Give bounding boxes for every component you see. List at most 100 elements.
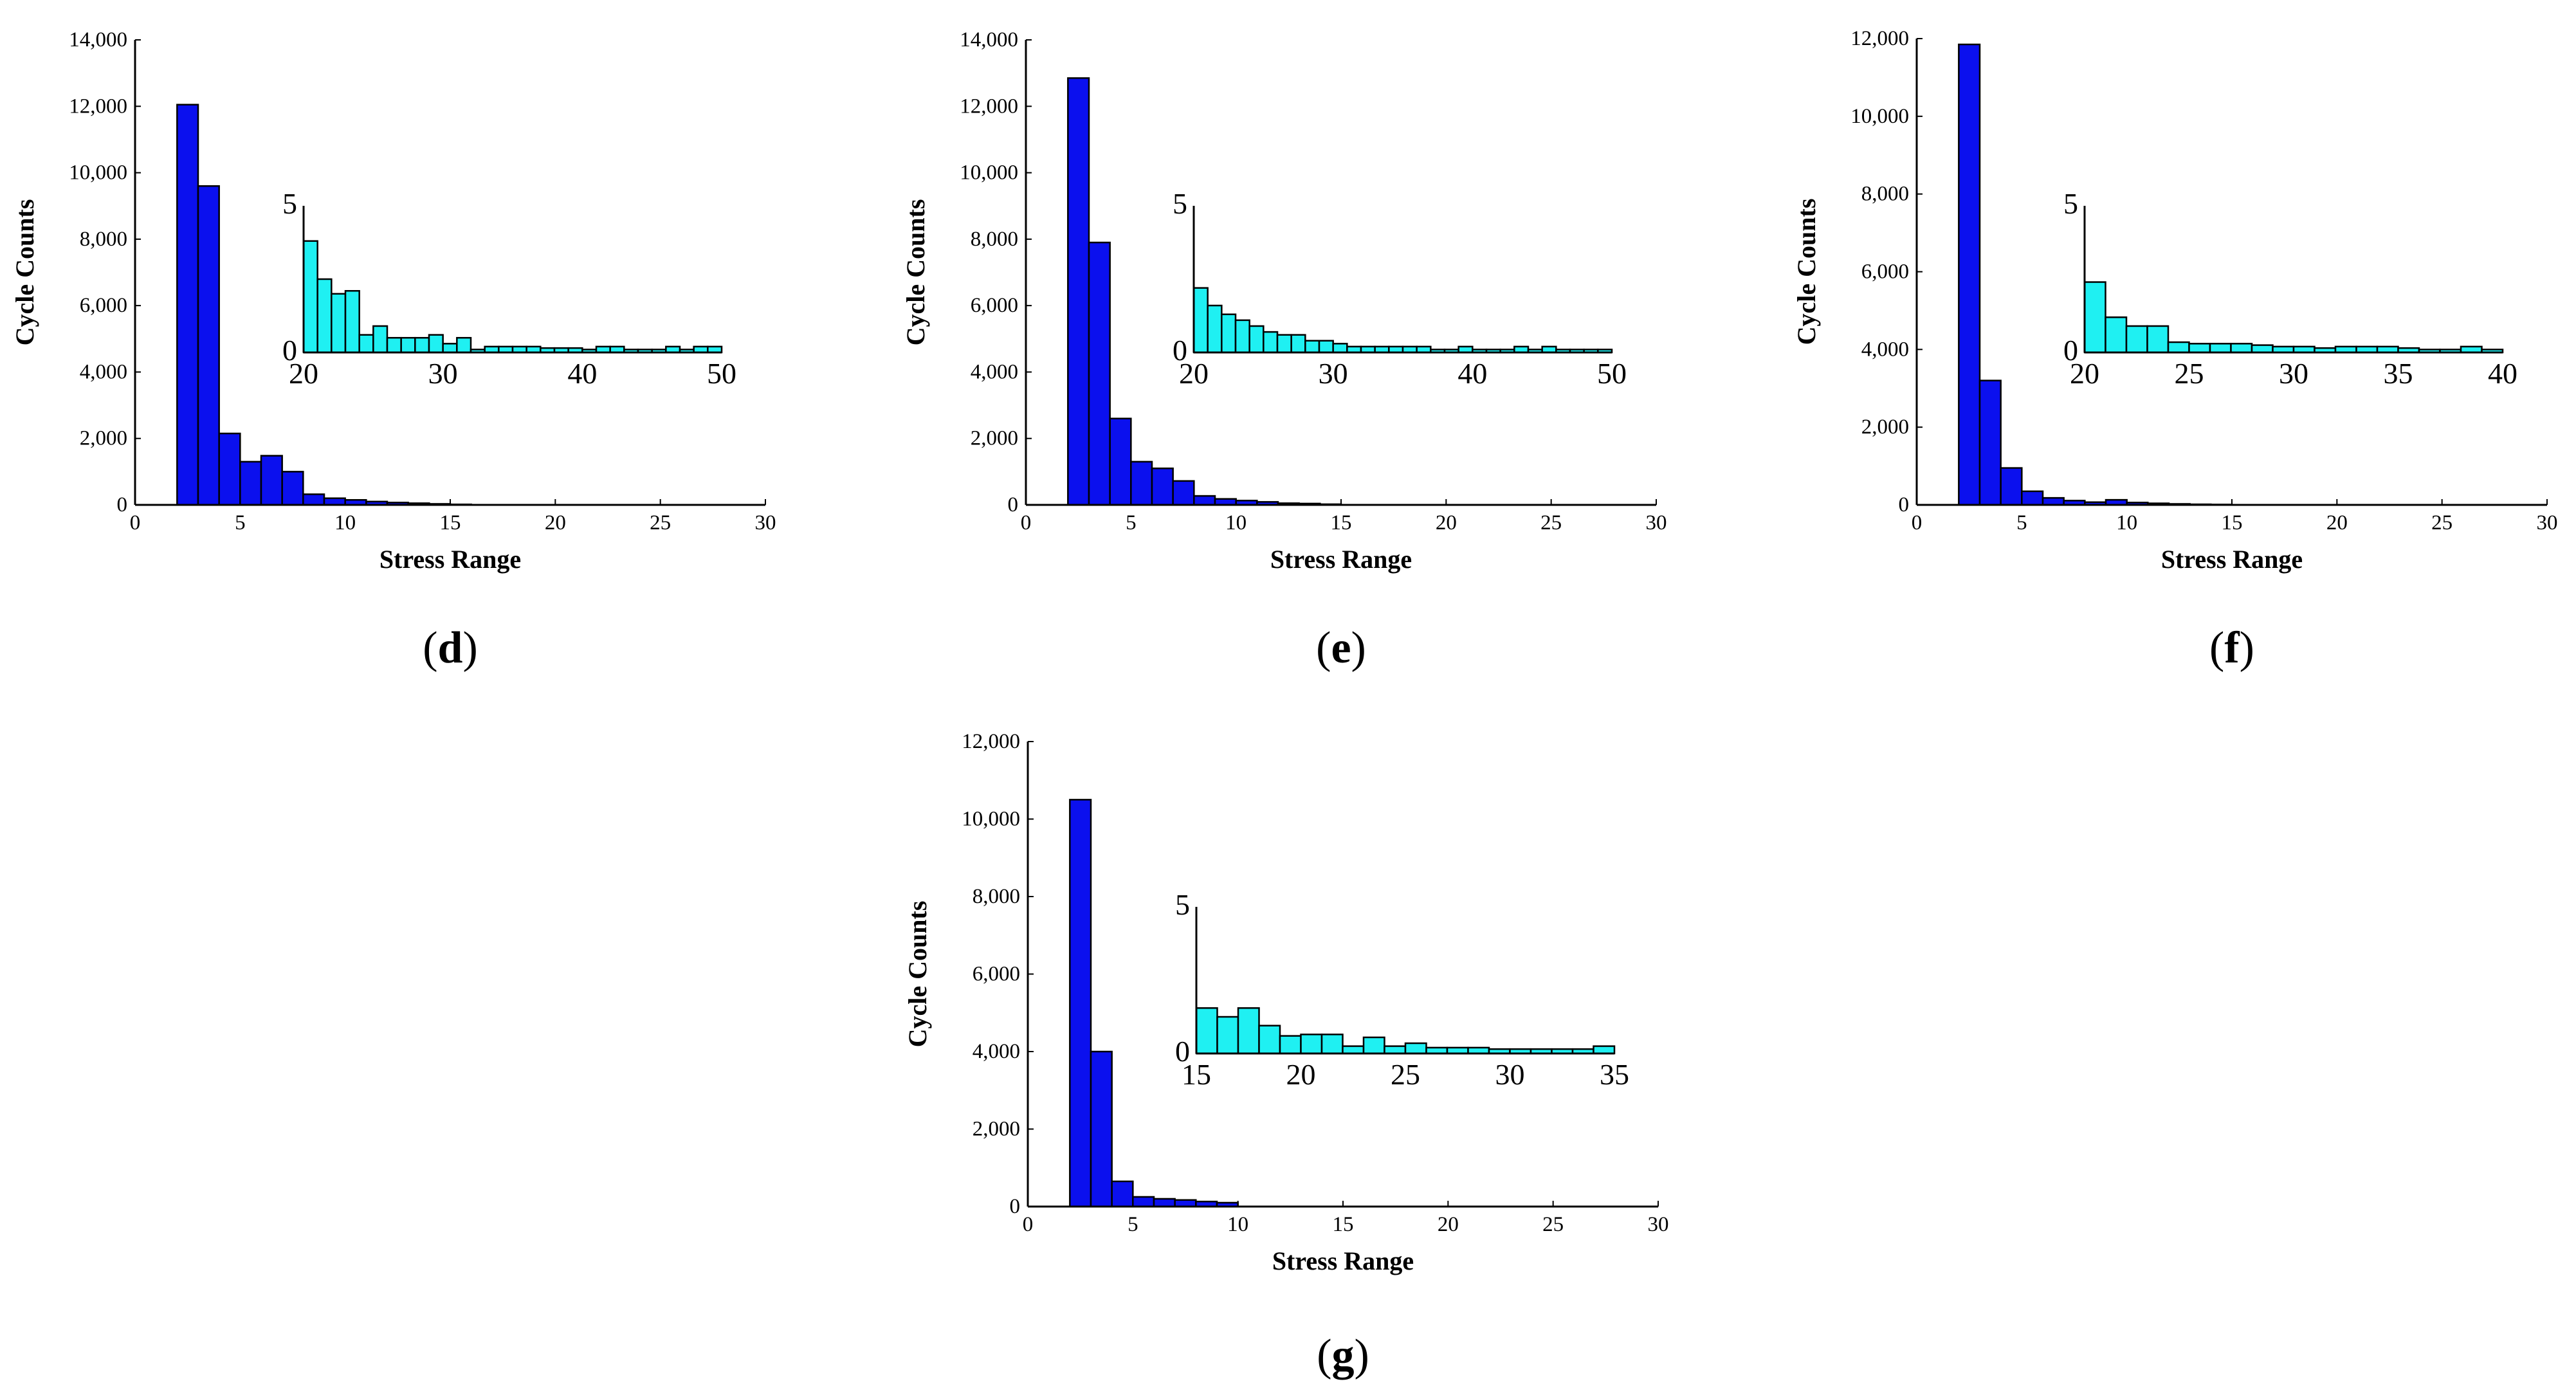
main-y-tick-label: 4,000 bbox=[80, 360, 127, 383]
panel-label-close: ) bbox=[462, 623, 477, 673]
inset-y-tick-label: 0 bbox=[282, 334, 297, 367]
inset-bar bbox=[1263, 331, 1279, 354]
main-y-tick-label: 14,000 bbox=[69, 28, 127, 51]
main-x-tick-label: 0 bbox=[130, 511, 141, 534]
main-bar bbox=[1090, 1050, 1113, 1208]
main-x-tick-label: 15 bbox=[1333, 1213, 1354, 1236]
inset-bar bbox=[414, 336, 430, 354]
main-y-tick-label: 4,000 bbox=[973, 1040, 1020, 1063]
inset-x-tick-label: 40 bbox=[1457, 357, 1487, 390]
main-x-tick-label: 5 bbox=[2016, 511, 2027, 534]
inset-bar bbox=[2146, 325, 2170, 354]
inset-y-tick-label: 5 bbox=[2063, 187, 2078, 220]
main-y-tick-label: 4,000 bbox=[971, 360, 1018, 383]
panel-label-open: ( bbox=[423, 623, 437, 673]
panel-label: (d) bbox=[423, 623, 478, 673]
main-y-tick-label: 4,000 bbox=[1861, 338, 1909, 361]
inset-bar bbox=[1248, 325, 1265, 354]
main-bar bbox=[2000, 467, 2023, 506]
inset-bar bbox=[1318, 340, 1334, 354]
inset-bar bbox=[1195, 1007, 1218, 1055]
main-x-tick-label: 20 bbox=[2326, 511, 2348, 534]
panel-label: (e) bbox=[1316, 623, 1366, 673]
main-bar bbox=[176, 104, 199, 506]
main-y-tick-label: 0 bbox=[1899, 493, 1910, 516]
inset-bar bbox=[456, 336, 472, 354]
main-y-tick-label: 8,000 bbox=[1861, 183, 1909, 206]
y-axis-title: Cycle Counts bbox=[1792, 199, 1821, 345]
main-y-tick-label: 6,000 bbox=[971, 294, 1018, 317]
main-x-tick-label: 30 bbox=[1648, 1213, 1669, 1236]
main-bar bbox=[1193, 495, 1216, 506]
main-x-tick-label: 10 bbox=[1225, 511, 1247, 534]
main-y-tick-label: 6,000 bbox=[1861, 260, 1909, 284]
main-bar bbox=[1958, 43, 1981, 506]
inset-bar bbox=[2209, 343, 2232, 354]
inset-bar bbox=[1300, 1034, 1323, 1055]
panel-f: 0 5 10 15 20 25 30 0 2,000 4,000 6,000 8,000 10,000 1… bbox=[1792, 27, 2558, 673]
panel-label-close: ) bbox=[1351, 623, 1366, 673]
main-x-tick-label: 0 bbox=[1023, 1213, 1034, 1236]
main-bar bbox=[281, 471, 304, 506]
main-bar bbox=[2021, 490, 2044, 506]
inset-bar bbox=[1342, 1045, 1365, 1055]
inset-bar bbox=[358, 334, 374, 354]
inset-bar bbox=[1221, 313, 1237, 354]
inset-bar bbox=[2167, 341, 2190, 354]
main-x-tick-label: 15 bbox=[1331, 511, 1352, 534]
main-y-tick-label: 12,000 bbox=[962, 730, 1020, 753]
panel-label-open: ( bbox=[1316, 623, 1331, 673]
panel-label-letter: g bbox=[1332, 1331, 1355, 1380]
inset-x-tick-label: 40 bbox=[2488, 357, 2517, 390]
inset-bar bbox=[1404, 1042, 1427, 1055]
main-y-tick-label: 8,000 bbox=[971, 228, 1018, 251]
inset-y-tick-label: 0 bbox=[2063, 334, 2078, 367]
inset-bar bbox=[2125, 325, 2148, 354]
main-x-tick-label: 10 bbox=[1227, 1213, 1248, 1236]
main-bar bbox=[239, 460, 262, 506]
inset-bar bbox=[2188, 343, 2211, 354]
y-axis-title: Cycle Counts bbox=[10, 199, 39, 346]
main-x-tick-label: 10 bbox=[334, 511, 356, 534]
main-y-tick-label: 6,000 bbox=[80, 294, 127, 317]
main-bar bbox=[1130, 460, 1153, 506]
panel-label-open: ( bbox=[1317, 1331, 1331, 1380]
main-y-tick-label: 2,000 bbox=[973, 1118, 1020, 1141]
y-axis-title: Cycle Counts bbox=[901, 199, 930, 346]
inset-x-tick-label: 30 bbox=[1319, 357, 1348, 390]
inset-bar bbox=[2105, 316, 2128, 354]
inset-x-tick-label: 50 bbox=[707, 357, 736, 390]
main-bar bbox=[1153, 1198, 1176, 1208]
main-y-tick-label: 0 bbox=[1008, 493, 1019, 516]
panel-d: 0 5 10 15 20 25 30 0 2,000 4,000 6,000 8,000 10,000 1… bbox=[10, 28, 776, 673]
main-x-tick-label: 0 bbox=[1021, 511, 1032, 534]
main-bar bbox=[1132, 1196, 1155, 1208]
inset-y-tick-label: 0 bbox=[1175, 1035, 1190, 1068]
main-bar bbox=[1069, 799, 1092, 1208]
main-bar bbox=[1067, 77, 1090, 506]
inset-x-tick-label: 30 bbox=[1495, 1058, 1525, 1091]
inset-bar bbox=[1384, 1045, 1407, 1055]
inset-bar bbox=[1258, 1025, 1281, 1055]
main-bar bbox=[197, 185, 220, 506]
inset-bar bbox=[1332, 343, 1348, 354]
main-y-tick-label: 0 bbox=[1010, 1195, 1021, 1218]
inset-bar bbox=[1192, 287, 1209, 354]
main-bar bbox=[1088, 241, 1111, 506]
main-y-tick-label: 8,000 bbox=[80, 228, 127, 251]
main-x-tick-label: 0 bbox=[1912, 511, 1923, 534]
inset-x-tick-label: 20 bbox=[1179, 357, 1209, 390]
panel-label: (g) bbox=[1317, 1331, 1369, 1380]
main-y-tick-label: 10,000 bbox=[69, 161, 127, 185]
main-x-tick-label: 20 bbox=[1436, 511, 1457, 534]
inset-x-tick-label: 15 bbox=[1182, 1058, 1211, 1091]
main-x-tick-label: 25 bbox=[1540, 511, 1562, 534]
inset-bar bbox=[428, 334, 444, 354]
inset-bar bbox=[331, 293, 347, 354]
main-x-tick-label: 20 bbox=[1438, 1213, 1459, 1236]
main-bar bbox=[1174, 1199, 1197, 1208]
panel-label: (f) bbox=[2209, 623, 2254, 673]
panel-label-open: ( bbox=[2209, 623, 2224, 673]
main-y-tick-label: 10,000 bbox=[1850, 105, 1909, 128]
main-bar bbox=[218, 432, 241, 506]
